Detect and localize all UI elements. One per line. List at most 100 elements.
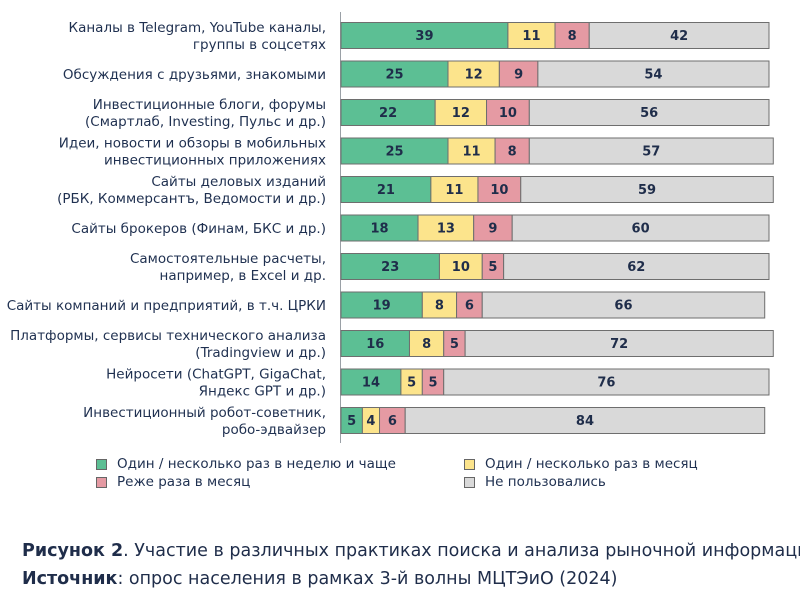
- category-label-6: Самостоятельные расчеты, например, в Exce…: [130, 251, 326, 284]
- value-label-weekly-6: 23: [381, 260, 399, 275]
- value-label-weekly-10: 5: [347, 414, 356, 429]
- value-label-rarely-10: 6: [388, 414, 397, 429]
- category-label-line: (Смартлаб, Investing, Пульс и др.): [85, 114, 326, 130]
- category-label-2: Инвестиционные блоги, форумы (Смартлаб, I…: [85, 97, 326, 130]
- bar-never-1: [537, 60, 770, 88]
- value-label-never-6: 62: [627, 260, 645, 275]
- bar-rarely-0: [554, 22, 590, 49]
- value-label-weekly-2: 22: [379, 106, 397, 121]
- legend-item-never: Не пользовались: [464, 474, 606, 490]
- value-label-never-7: 66: [614, 299, 632, 314]
- category-label-1: Обсуждения с друзьями, знакомыми: [63, 67, 326, 83]
- value-label-monthly-6: 10: [452, 260, 470, 275]
- legend-label-monthly: Один / несколько раз в месяц: [485, 456, 698, 472]
- value-label-rarely-3: 8: [508, 145, 517, 160]
- bar-never-7: [481, 291, 766, 319]
- bar-weekly-9: [340, 368, 402, 396]
- value-label-monthly-10: 4: [366, 414, 375, 429]
- source-caption: Источник: опрос населения в рамках 3-й в…: [22, 569, 618, 589]
- bar-weekly-7: [340, 291, 423, 319]
- category-label-line: Сайты деловых изданий: [151, 174, 326, 190]
- bar-weekly-2: [340, 99, 436, 126]
- value-label-rarely-9: 5: [428, 376, 437, 391]
- bar-monthly-2: [434, 99, 488, 126]
- legend-swatch-rarely: [96, 476, 107, 488]
- value-label-never-4: 59: [638, 183, 656, 198]
- legend-item-rarely: Реже раза в месяц: [96, 474, 250, 490]
- category-label-line: Идеи, новости и обзоры в мобильных: [59, 136, 326, 152]
- legend-swatch-never: [464, 476, 475, 488]
- legend-label-weekly: Один / несколько раз в неделю и чаще: [117, 456, 396, 472]
- category-label-line: Сайты компаний и предприятий, в т.ч. ЦРК…: [7, 298, 326, 314]
- bar-never-2: [528, 99, 770, 126]
- value-label-rarely-6: 5: [488, 260, 497, 275]
- category-label-line: Самостоятельные расчеты,: [130, 251, 326, 267]
- value-label-weekly-3: 25: [385, 145, 403, 160]
- bar-rarely-5: [473, 214, 513, 242]
- bar-monthly-4: [430, 176, 479, 203]
- value-label-monthly-4: 11: [445, 183, 463, 198]
- value-label-monthly-8: 8: [422, 337, 431, 352]
- bar-never-0: [588, 22, 770, 49]
- category-label-line: Сайты брокеров (Финам, БКС и др.): [71, 221, 326, 237]
- value-label-never-2: 56: [640, 106, 658, 121]
- category-label-line: группы в соцсетях: [193, 37, 326, 53]
- category-label-line: Каналы в Telegram, YouTube каналы,: [68, 20, 326, 36]
- value-label-never-3: 57: [642, 145, 660, 160]
- bar-rarely-10: [379, 407, 406, 434]
- value-label-never-1: 54: [644, 68, 662, 83]
- bar-never-3: [528, 137, 774, 165]
- value-label-rarely-5: 9: [488, 222, 497, 237]
- bar-never-4: [520, 176, 774, 203]
- bar-monthly-7: [421, 291, 458, 319]
- value-label-weekly-1: 25: [385, 68, 403, 83]
- legend-label-rarely: Реже раза в месяц: [117, 474, 251, 490]
- value-label-rarely-0: 8: [568, 29, 577, 44]
- category-label-line: Платформы, сервисы технического анализа: [10, 328, 326, 344]
- legend-item-monthly: Один / несколько раз в месяц: [464, 456, 698, 472]
- bar-rarely-2: [486, 99, 530, 126]
- value-label-monthly-5: 13: [437, 222, 455, 237]
- value-label-monthly-0: 11: [522, 29, 540, 44]
- value-label-rarely-8: 5: [450, 337, 459, 352]
- category-label-4: Сайты деловых изданий (РБК, Коммерсантъ, …: [57, 174, 326, 207]
- value-label-monthly-1: 12: [465, 68, 483, 83]
- value-label-never-10: 84: [576, 414, 594, 429]
- figure-text: . Участие в различных практиках поиска и…: [123, 541, 800, 561]
- value-label-never-8: 72: [610, 337, 628, 352]
- value-label-rarely-7: 6: [465, 299, 474, 314]
- legend-label-never: Не пользовались: [485, 474, 606, 490]
- bar-weekly-5: [340, 214, 419, 242]
- bar-rarely-3: [494, 137, 530, 165]
- bar-weekly-3: [340, 137, 449, 165]
- category-label-10: Инвестиционный робот-советник, робо-эдвай…: [83, 405, 326, 438]
- bar-never-8: [464, 330, 774, 357]
- legend-item-weekly: Один / несколько раз в неделю и чаще: [96, 456, 396, 472]
- category-label-line: Инвестиционные блоги, форумы: [93, 97, 326, 113]
- bar-never-6: [503, 253, 770, 280]
- value-label-weekly-4: 21: [377, 183, 395, 198]
- value-label-weekly-7: 19: [373, 299, 391, 314]
- value-label-monthly-7: 8: [435, 299, 444, 314]
- category-label-9: Нейросети (ChatGPT, GigaChat, Яндекс GPT …: [106, 367, 326, 400]
- bar-rarely-4: [477, 176, 522, 203]
- stacked-bar-chart: Каналы в Telegram, YouTube каналы, группы…: [7, 12, 774, 443]
- category-label-line: (РБК, Коммерсантъ, Ведомости и др.): [57, 191, 326, 207]
- category-label-line: Нейросети (ChatGPT, GigaChat,: [106, 367, 326, 383]
- category-label-line: например, в Excel и др.: [160, 268, 326, 284]
- value-label-monthly-2: 12: [452, 106, 470, 121]
- bar-monthly-3: [447, 137, 496, 165]
- category-label-line: Инвестиционный робот-советник,: [83, 405, 326, 421]
- value-label-weekly-5: 18: [370, 222, 388, 237]
- category-label-5: Сайты брокеров (Финам, БКС и др.): [71, 221, 326, 237]
- value-label-monthly-9: 5: [407, 376, 416, 391]
- figure-label: Рисунок 2: [22, 541, 124, 561]
- category-label-0: Каналы в Telegram, YouTube каналы, группы…: [68, 20, 326, 53]
- category-label-line: инвестиционных приложениях: [104, 153, 326, 169]
- category-label-line: (Tradingview и др.): [195, 345, 326, 361]
- legend-swatch-monthly: [464, 458, 475, 470]
- value-label-rarely-4: 10: [490, 183, 508, 198]
- figure-caption: Рисунок 2. Участие в различных практиках…: [22, 541, 800, 561]
- value-label-weekly-9: 14: [362, 376, 380, 391]
- bar-never-5: [511, 214, 770, 242]
